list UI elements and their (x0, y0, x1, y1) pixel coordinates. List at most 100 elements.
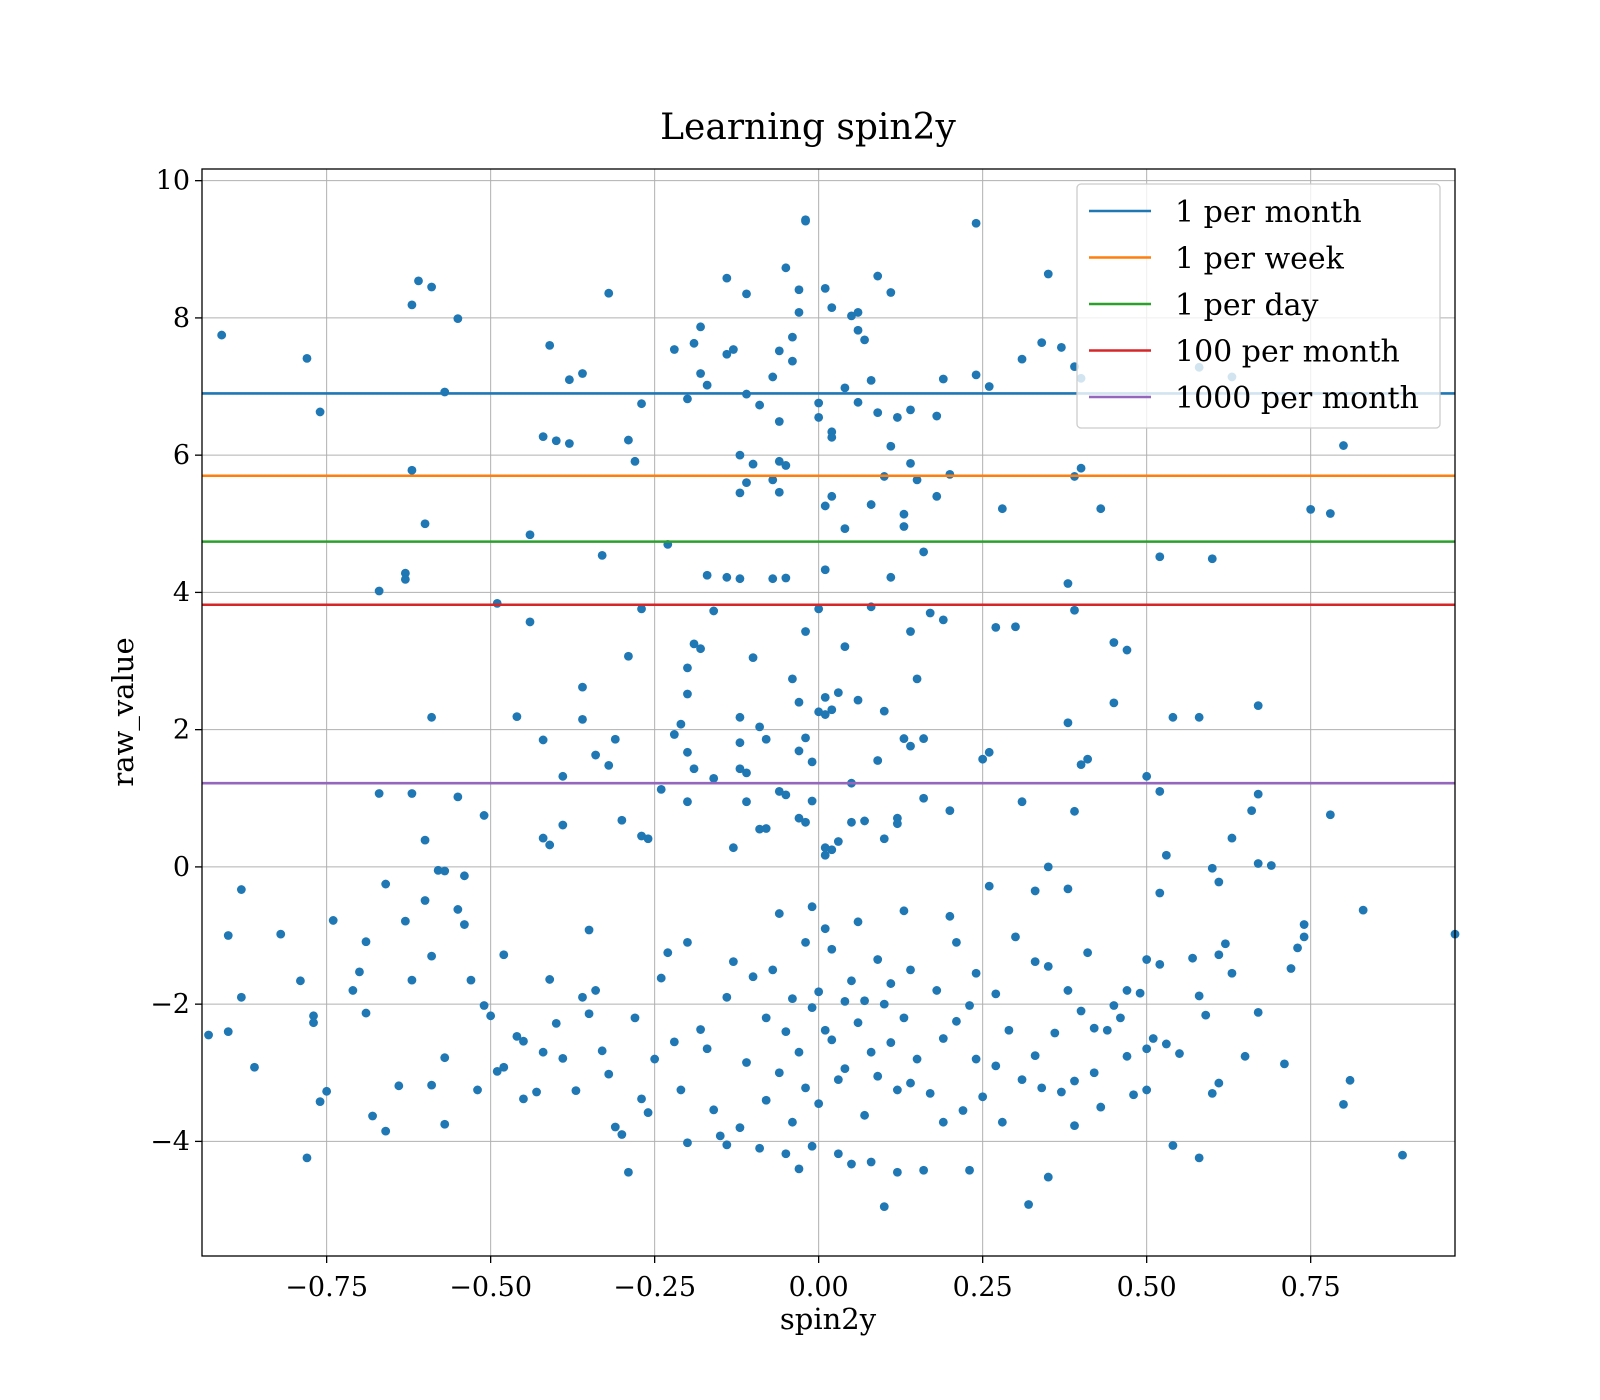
data-point (879, 1202, 889, 1211)
data-point (755, 824, 765, 834)
data-point (1043, 269, 1053, 279)
data-point (991, 1061, 1001, 1071)
data-point (689, 338, 699, 348)
data-point (1083, 948, 1093, 958)
data-point (794, 746, 804, 756)
data-point (683, 663, 692, 673)
data-point (735, 574, 745, 584)
data-point (866, 375, 876, 385)
data-point (1030, 957, 1040, 967)
data-point (820, 501, 830, 511)
data-point (1214, 1078, 1224, 1088)
data-point (656, 784, 666, 794)
legend-label: 1 per week (1175, 242, 1345, 277)
data-point (899, 1013, 909, 1023)
data-point (853, 1018, 863, 1028)
data-point (328, 916, 338, 925)
data-point (669, 730, 679, 739)
data-point (919, 793, 929, 803)
data-point (276, 929, 286, 939)
data-point (407, 300, 417, 310)
data-point (997, 1117, 1007, 1127)
data-point (584, 925, 594, 935)
data-point (440, 387, 450, 397)
data-point (217, 330, 227, 340)
data-point (545, 975, 555, 984)
data-point (847, 311, 856, 321)
data-point (801, 215, 810, 225)
data-point (788, 994, 797, 1004)
data-point (709, 1105, 719, 1115)
data-point (971, 968, 981, 978)
data-point (847, 1159, 856, 1169)
data-point (1096, 504, 1106, 514)
data-point (945, 469, 955, 479)
data-point (204, 1030, 213, 1040)
x-tick-label: −0.75 (285, 1272, 368, 1303)
data-point (492, 598, 502, 608)
data-point (564, 439, 574, 448)
data-point (689, 639, 699, 649)
data-point (827, 944, 837, 954)
data-point (879, 706, 889, 716)
data-point (735, 488, 745, 498)
data-point (873, 955, 883, 964)
data-point (814, 413, 824, 422)
data-point (932, 491, 942, 501)
data-point (774, 487, 784, 497)
data-point (604, 288, 614, 298)
data-point (742, 478, 751, 488)
data-point (499, 1062, 509, 1072)
data-point (1286, 964, 1296, 973)
data-point (886, 441, 896, 451)
data-point (932, 986, 942, 995)
data-point (840, 642, 850, 652)
data-point (801, 1083, 810, 1093)
data-point (1161, 1039, 1171, 1049)
data-point (873, 408, 883, 418)
data-point (1161, 850, 1171, 860)
data-point (624, 1167, 633, 1177)
data-point (1109, 1001, 1119, 1010)
data-point (512, 1032, 522, 1041)
legend-label: 1 per day (1175, 288, 1319, 323)
data-point (551, 1018, 561, 1028)
data-point (407, 465, 417, 475)
data-point (1155, 888, 1165, 898)
data-point (355, 967, 364, 977)
data-point (650, 1054, 660, 1064)
data-point (1037, 338, 1047, 348)
data-point (788, 332, 797, 342)
data-point (348, 986, 358, 995)
data-point (945, 806, 955, 816)
data-point (807, 1003, 817, 1012)
data-point (1017, 354, 1027, 364)
data-point (1089, 1068, 1099, 1078)
x-tick-label: 0.25 (953, 1272, 1013, 1303)
data-point (912, 674, 922, 684)
data-point (676, 719, 686, 729)
data-point (820, 843, 830, 853)
data-point (833, 837, 843, 846)
data-point (768, 372, 778, 382)
data-point (984, 382, 994, 391)
data-point (1076, 1006, 1086, 1016)
data-point (1207, 863, 1217, 873)
data-point (1188, 953, 1197, 963)
data-point (820, 710, 830, 719)
data-point (420, 835, 430, 845)
data-point (774, 1068, 784, 1078)
y-tick-label: 2 (173, 715, 190, 746)
data-point (801, 937, 810, 947)
data-point (1155, 552, 1165, 562)
data-point (801, 733, 810, 743)
data-point (919, 734, 929, 743)
data-point (788, 1117, 797, 1127)
data-point (1037, 1083, 1047, 1093)
data-point (827, 432, 837, 442)
data-point (715, 1131, 725, 1141)
data-point (873, 1071, 883, 1081)
data-point (302, 1153, 312, 1163)
data-point (1070, 605, 1079, 615)
